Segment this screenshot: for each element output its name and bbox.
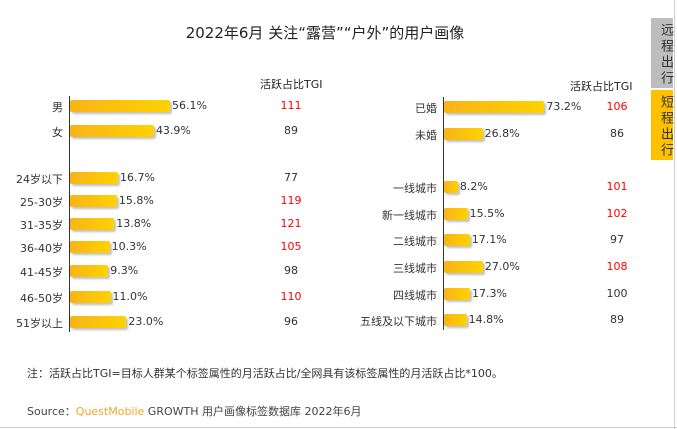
tgi-value: 89 — [284, 124, 298, 137]
bar — [444, 288, 470, 300]
bar — [70, 172, 119, 184]
bar — [70, 265, 109, 277]
category-label: 五线及以下城市 — [360, 315, 437, 328]
bar — [444, 261, 483, 273]
category-label: 未婚 — [415, 129, 437, 142]
tgi-value: 111 — [280, 99, 302, 112]
tgi-value: 105 — [280, 240, 302, 253]
tgi-value: 106 — [606, 100, 628, 113]
tgi-value: 101 — [606, 180, 628, 193]
category-label: 41-45岁 — [20, 266, 63, 279]
divider — [674, 0, 675, 429]
tgi-value: 97 — [610, 233, 624, 246]
tgi-value: 121 — [280, 217, 302, 230]
bar — [70, 218, 115, 230]
footnote: 注：活跃占比TGI=目标人群某个标签属性的月活跃占比/全网具有该标签属性的月活跃… — [27, 367, 503, 380]
value-label: 73.2% — [546, 100, 582, 113]
chart-title: 2022年6月 关注“露营”“户外”的用户画像 — [185, 24, 465, 42]
value-label: 17.3% — [472, 287, 507, 300]
value-label: 43.9% — [155, 124, 191, 137]
tgi-value: 89 — [610, 313, 624, 326]
y-axis-line — [69, 96, 70, 332]
value-label: 26.8% — [484, 127, 520, 140]
category-label: 一线城市 — [393, 182, 437, 195]
y-axis-line — [443, 97, 444, 330]
value-label: 16.7% — [120, 171, 155, 184]
category-label: 已婚 — [415, 102, 437, 115]
source-brand: QuestMobile — [75, 405, 145, 418]
right-tgi-header: 活跃占比TGI — [570, 80, 633, 93]
left-tgi-header: 活跃占比TGI — [260, 78, 323, 91]
tgi-value: 96 — [284, 315, 298, 328]
category-label: 46-50岁 — [20, 292, 63, 305]
value-label: 11.0% — [112, 290, 148, 303]
value-label: 23.0% — [128, 315, 164, 328]
bar — [70, 125, 154, 137]
source-prefix: Source： — [27, 405, 76, 418]
bar — [70, 241, 110, 253]
tgi-value: 100 — [606, 287, 628, 300]
tgi-value: 110 — [280, 290, 302, 303]
value-label: 14.8% — [468, 313, 504, 326]
bar — [70, 316, 127, 328]
value-label: 27.0% — [484, 260, 520, 273]
category-label: 25-30岁 — [20, 196, 63, 209]
bar — [444, 208, 468, 220]
category-label: 24岁以下 — [16, 173, 63, 186]
tgi-value: 108 — [606, 260, 628, 273]
category-label: 31-35岁 — [20, 219, 63, 232]
bar — [444, 128, 483, 140]
value-label: 17.1% — [471, 233, 507, 246]
bar — [70, 195, 117, 207]
value-label: 9.3% — [110, 264, 139, 277]
bar — [444, 234, 470, 246]
source-line: Source：QuestMobile GROWTH 用户画像标签数据库 2022… — [27, 403, 362, 419]
bar — [444, 181, 458, 193]
category-label: 新一线城市 — [382, 209, 437, 222]
tgi-value: 86 — [610, 127, 624, 140]
source-text: GROWTH 用户画像标签数据库 2022年6月 — [144, 405, 362, 418]
bar — [70, 291, 111, 303]
category-label: 二线城市 — [393, 235, 437, 248]
category-label: 三线城市 — [393, 262, 437, 275]
value-label: 15.8% — [118, 194, 154, 207]
value-label: 8.2% — [459, 180, 488, 193]
value-label: 10.3% — [111, 240, 147, 253]
tab-long-distance-travel[interactable]: 远程出行 — [651, 18, 673, 88]
tgi-value: 102 — [606, 207, 628, 220]
category-label: 51岁以上 — [16, 317, 63, 330]
tgi-value: 119 — [280, 194, 302, 207]
bar — [444, 314, 467, 326]
category-label: 36-40岁 — [20, 242, 63, 255]
tgi-value: 98 — [284, 264, 298, 277]
category-label: 女 — [52, 126, 63, 139]
divider — [0, 427, 677, 428]
value-label: 13.8% — [116, 217, 152, 230]
bar — [70, 100, 171, 112]
category-label: 四线城市 — [393, 289, 437, 302]
bar — [444, 101, 545, 113]
value-label: 56.1% — [172, 99, 207, 112]
value-label: 15.5% — [469, 207, 505, 220]
category-label: 男 — [52, 101, 63, 114]
tab-short-distance-travel[interactable]: 短程出行 — [651, 90, 673, 160]
tgi-value: 77 — [284, 171, 298, 184]
